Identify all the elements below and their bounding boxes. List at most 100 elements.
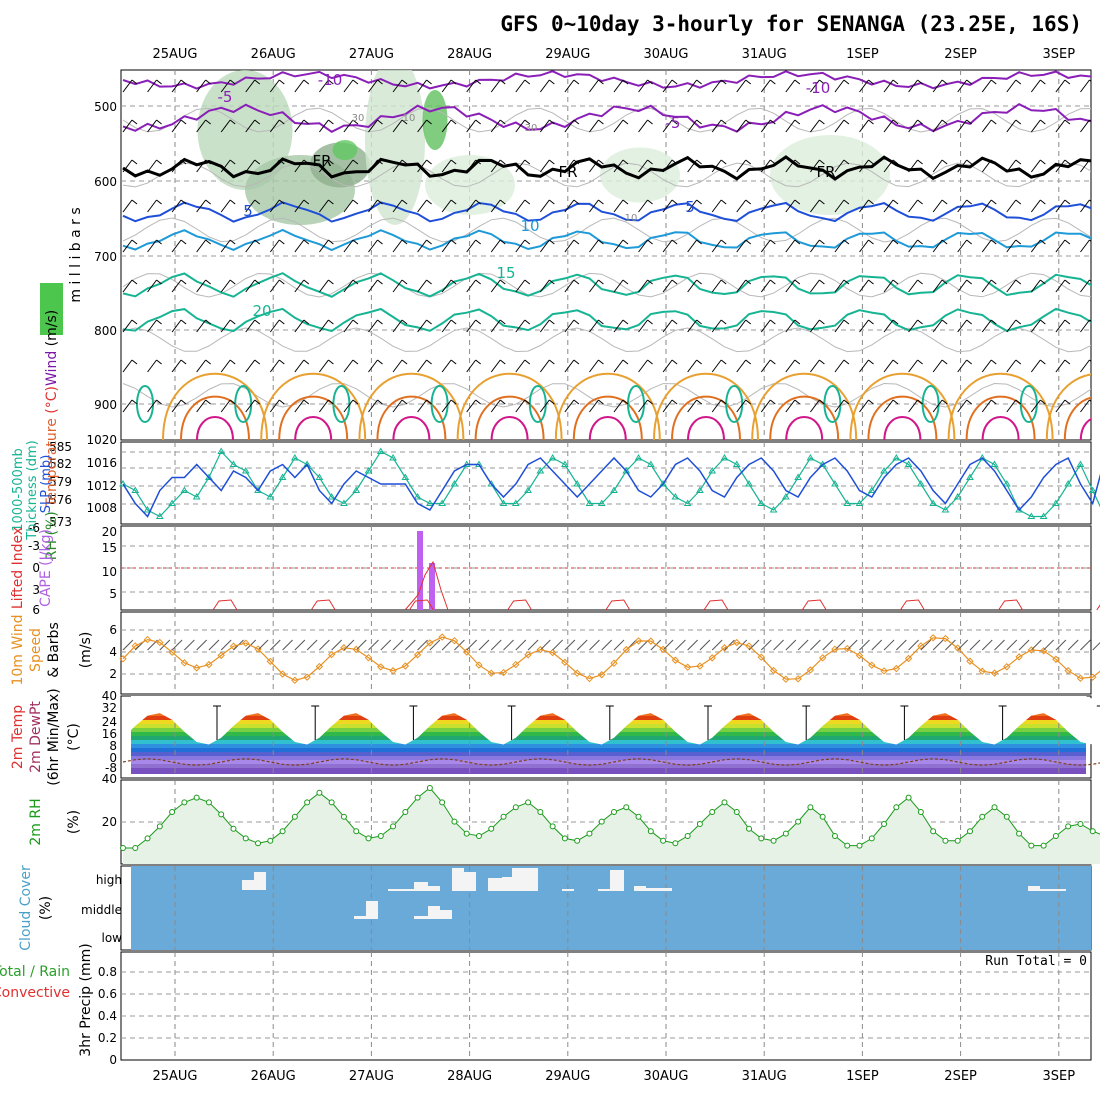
wind-speed-point <box>818 654 827 662</box>
wind-barb <box>269 239 280 253</box>
wind-barb <box>1080 239 1090 253</box>
wind-barb-flag <box>671 359 678 365</box>
wind-barb-flag <box>1089 399 1091 402</box>
wind-barb-flag <box>868 399 874 405</box>
surface-wind-barb <box>846 639 858 651</box>
wind-barb-flag <box>868 319 874 325</box>
surface-wind-barb <box>957 639 969 651</box>
wind-barb-flag <box>278 279 285 285</box>
wind-barb-flag <box>254 319 261 325</box>
wind-barb <box>908 399 918 413</box>
wind-barb-flag <box>990 159 997 165</box>
wind-barb-flag <box>1040 319 1046 325</box>
rh-point <box>377 833 384 839</box>
wind-barb-flag <box>254 399 261 405</box>
wind-barb <box>1080 399 1090 413</box>
thickness-point <box>131 486 140 493</box>
surface-wind-barb <box>257 639 269 651</box>
wind-barb <box>318 119 329 133</box>
wind-barb-flag <box>278 79 285 85</box>
wind-barb-flag <box>205 159 211 165</box>
wind-barb-flag <box>401 359 408 365</box>
thickness-point <box>941 506 950 513</box>
wind-barb <box>638 159 648 173</box>
wind-barb <box>638 279 648 293</box>
wind-barb-flag <box>868 79 874 85</box>
slp-tick: 1008 <box>86 501 117 515</box>
wind-barb-flag <box>205 319 211 325</box>
wind-barb <box>613 399 624 413</box>
wind-barb <box>147 79 157 93</box>
wind-barb-flag <box>303 79 310 85</box>
wind-barb-flag <box>892 399 899 405</box>
wind-barb <box>441 239 452 253</box>
wind-barb-flag <box>450 239 457 245</box>
wind-barb-flag <box>941 319 948 325</box>
wind-barb <box>1006 279 1017 293</box>
wind-speed-point <box>266 657 275 666</box>
wind-speed-point <box>659 645 667 654</box>
wind-barb <box>981 119 992 133</box>
pressure-tick: 900 <box>94 398 117 412</box>
wind-barb-flag <box>990 359 997 365</box>
surface-loop-orange <box>947 372 1054 440</box>
wind-barb-flag <box>254 239 261 245</box>
wind-barb <box>318 199 329 213</box>
wind-barb-flag <box>426 359 432 365</box>
cloud-mid-bar <box>366 901 378 919</box>
wind-barb <box>589 399 599 413</box>
wind-barb-flag <box>598 79 604 85</box>
bottom-date-label: 1SEP <box>846 1069 879 1084</box>
wind-barb-flag <box>328 159 334 165</box>
wind-barb <box>785 319 796 333</box>
wind-barb <box>932 159 943 173</box>
thickness-point <box>769 506 778 513</box>
wind-speed-point <box>413 651 422 659</box>
wind-barb-flag <box>1015 119 1022 125</box>
wind-barb-flag <box>278 239 285 245</box>
wind-barb-flag <box>696 279 702 285</box>
wind-barb <box>981 239 992 253</box>
rh-point <box>635 813 642 820</box>
wind-barb-flag <box>1015 319 1022 325</box>
thickness-point <box>683 499 692 506</box>
wind-barb-flag <box>769 319 776 325</box>
wind-barb-flag <box>377 199 383 205</box>
li-line <box>703 599 729 611</box>
wind-barb-flag <box>696 79 702 85</box>
cloud-high-bar <box>1040 889 1066 891</box>
wind-barb-flag <box>303 359 310 365</box>
wind-barb <box>1006 159 1017 173</box>
contour-label: 5 <box>685 198 695 216</box>
upper-ylabel: RH (%) Temperature (°C)Wind (m/s) <box>44 310 60 560</box>
wind-barb-flag <box>671 399 678 405</box>
thickness-point <box>732 460 741 467</box>
wind-barb-flag <box>794 119 801 125</box>
wind-barb <box>613 119 624 133</box>
wind-barb <box>687 199 698 213</box>
wind-barb <box>196 159 207 173</box>
wind-speed-point <box>131 642 139 650</box>
wind-barb <box>613 359 624 373</box>
wind-barb-flag <box>549 239 555 245</box>
wind-barb-flag <box>156 79 162 85</box>
rh-point <box>893 804 900 811</box>
rh-point <box>881 821 888 827</box>
wind-barb <box>269 79 280 93</box>
contour-label: -5 <box>218 88 233 106</box>
thickness-point <box>561 460 569 467</box>
wind-barb-flag <box>647 199 653 205</box>
wind-barb <box>1080 199 1090 213</box>
wind-barb-flag <box>1064 319 1071 325</box>
wind-barb <box>245 79 256 93</box>
wind-barb <box>245 399 256 413</box>
wind-barb <box>490 239 501 253</box>
surface-wind-barb <box>981 639 993 651</box>
wind-barb <box>564 359 575 373</box>
wind-barb <box>269 159 280 173</box>
wind-barb <box>417 359 428 373</box>
rh-point <box>721 799 728 806</box>
wind-barb <box>957 399 968 413</box>
precip-tick: 0.4 <box>98 1009 117 1023</box>
